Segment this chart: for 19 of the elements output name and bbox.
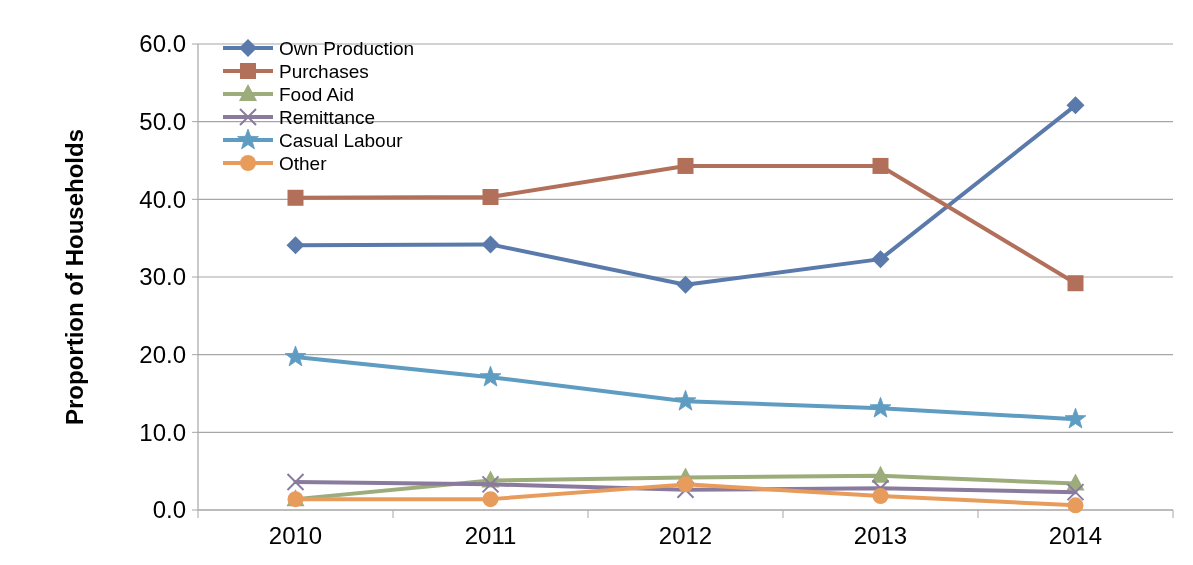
legend-label: Purchases [279, 60, 369, 82]
y-tick-label: 50.0 [139, 108, 186, 136]
x-tick-label: 2010 [268, 522, 323, 549]
x-tick-label: 2012 [658, 522, 713, 549]
x-tick-label: 2014 [1048, 522, 1103, 549]
y-axis-title: Proportion of Households [61, 129, 88, 425]
legend-label: Own Production [279, 37, 415, 59]
legend-label: Food Aid [279, 83, 354, 105]
y-tick-label: 40.0 [139, 185, 186, 213]
x-tick-label: 2013 [853, 522, 908, 549]
legend-label: Remittance [279, 106, 376, 128]
x-tick-label: 2011 [464, 522, 517, 549]
y-tick-label: 0.0 [152, 496, 186, 524]
legend-label: Casual Labour [279, 129, 404, 151]
legend-label: Other [279, 152, 328, 174]
y-tick-label: 60.0 [139, 30, 186, 58]
y-tick-label: 10.0 [139, 418, 186, 446]
y-tick-label: 20.0 [139, 341, 186, 369]
y-tick-label: 30.0 [139, 263, 186, 291]
